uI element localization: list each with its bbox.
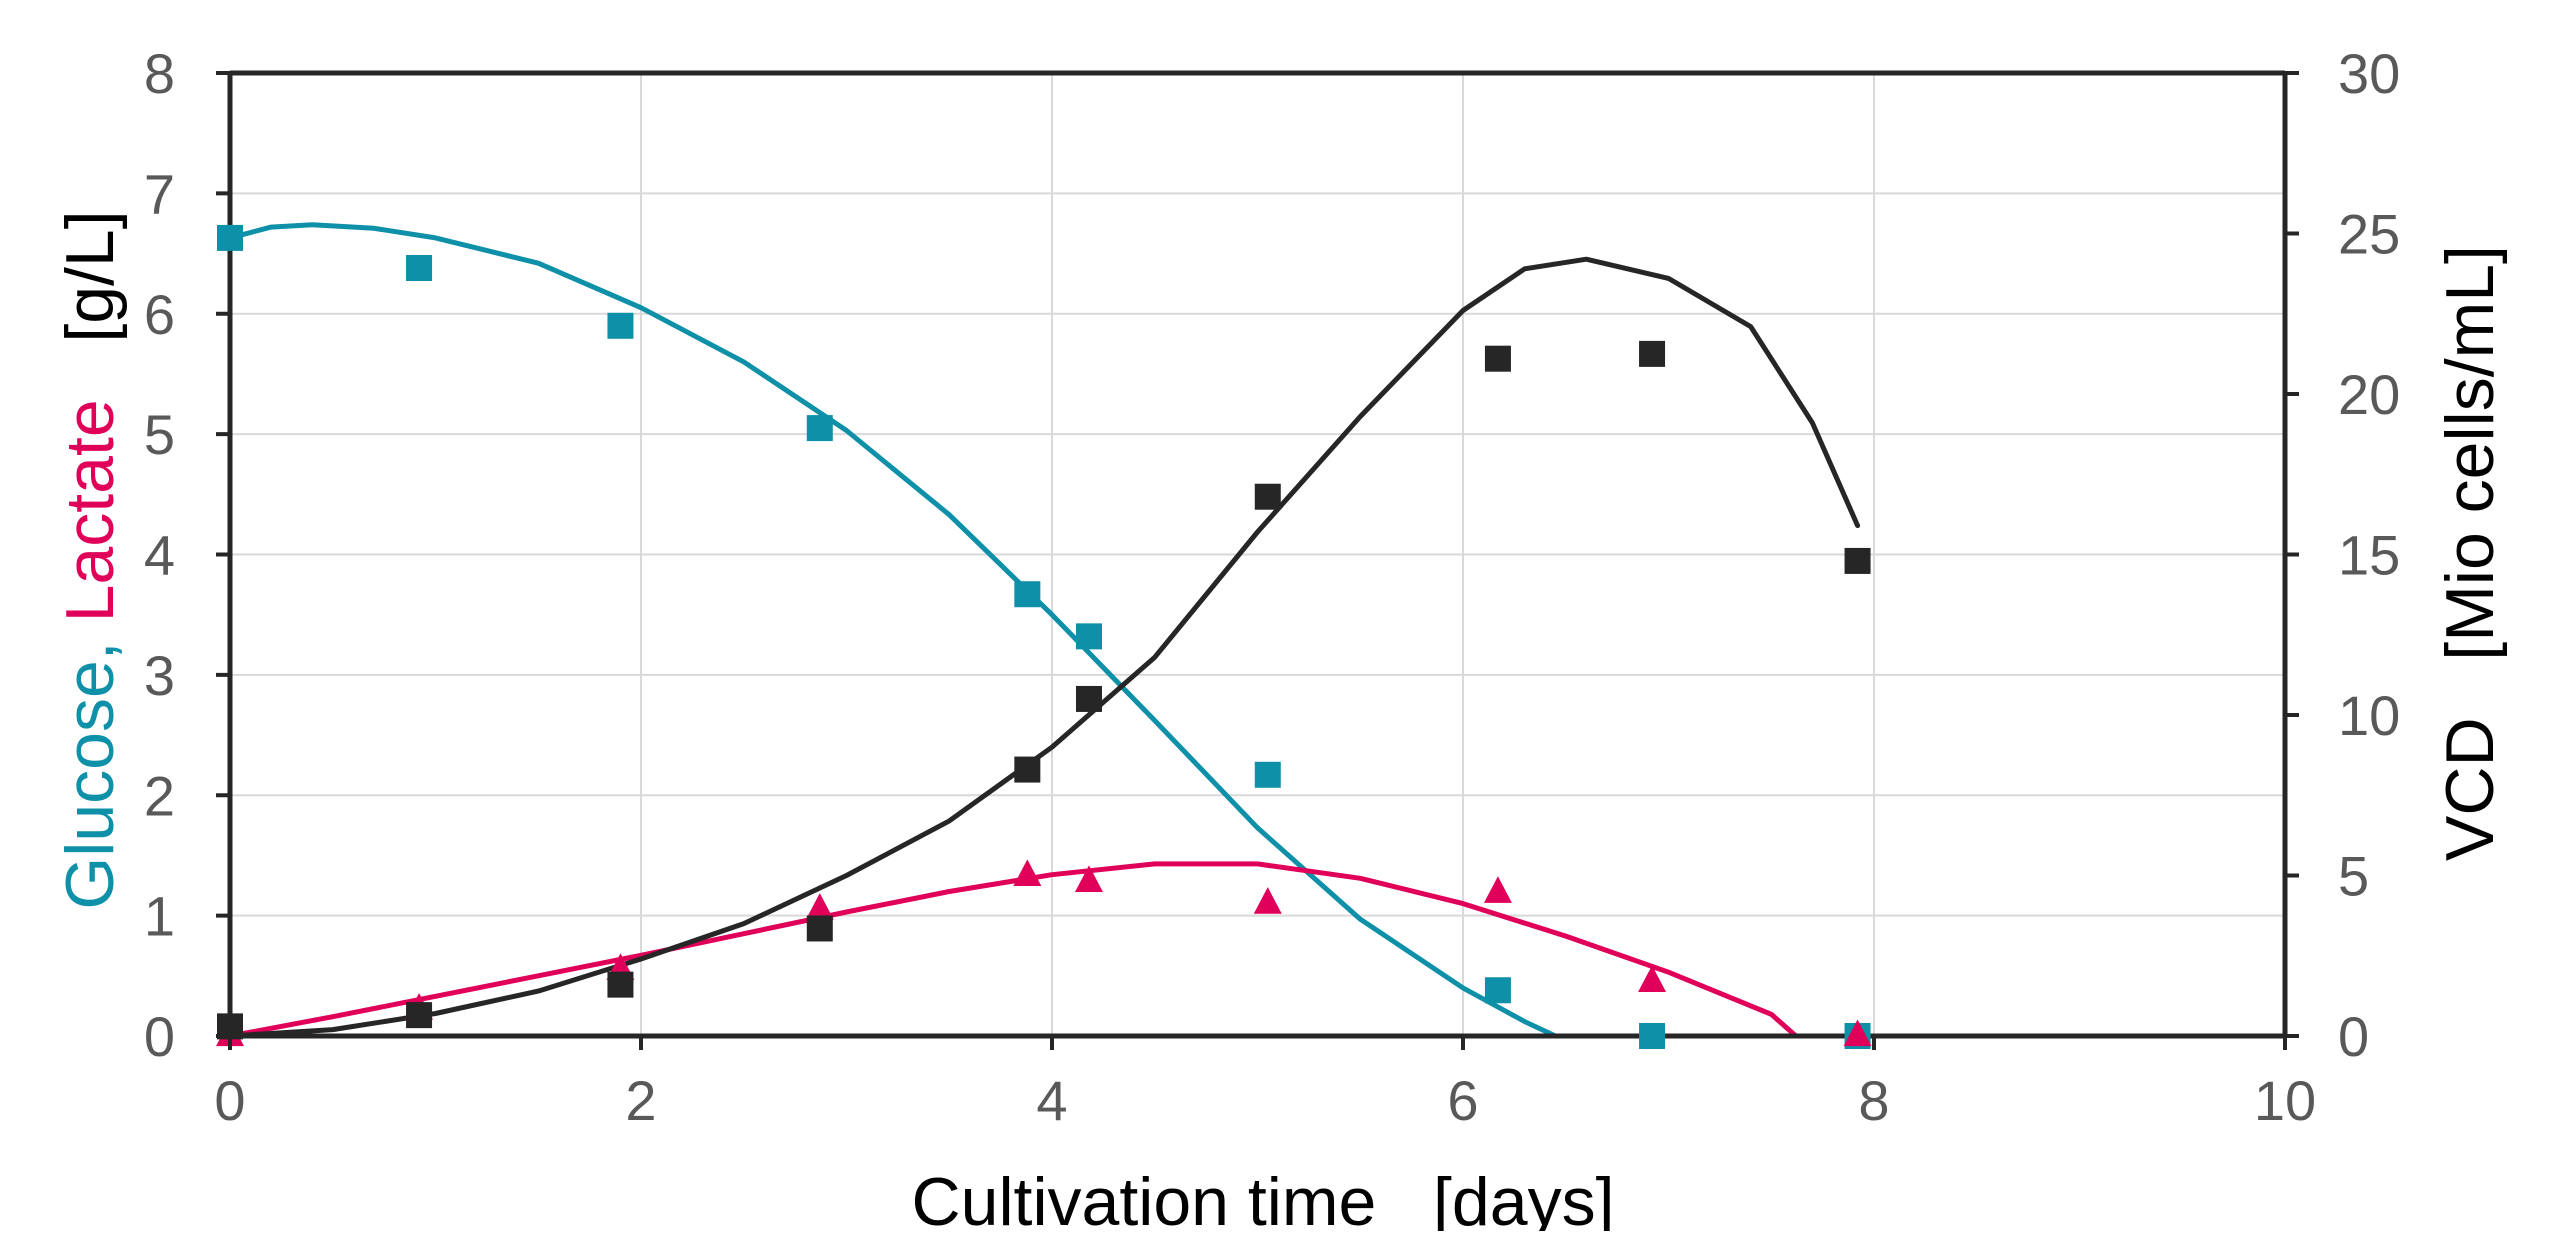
y-right-tick-label: 10 (2338, 684, 2400, 747)
series-1-point (1013, 859, 1042, 887)
series-0-point (217, 224, 243, 251)
series-1-point (1074, 865, 1103, 893)
series-2-point (806, 915, 833, 942)
series-2-point (1254, 483, 1281, 510)
y-left-tick-label: 6 (144, 283, 175, 346)
y-left-tick-label: 4 (144, 524, 175, 587)
tick-layer: 0 2 4 6 8 10 0 1 2 3 4 5 6 7 8 0 5 10 15 20 25 30 (144, 42, 2400, 1132)
series-0-point (1484, 977, 1511, 1004)
y-right-tick-label: 5 (2338, 845, 2369, 908)
y-left-tick-label: 1 (144, 885, 175, 948)
series-0-point (406, 255, 433, 282)
series-1-point (1843, 1019, 1872, 1047)
series-2-point (1639, 340, 1666, 367)
y-right-tick-label: 0 (2338, 1005, 2369, 1068)
series-2-point (1075, 685, 1102, 712)
series-0-point (1639, 1023, 1666, 1049)
x-axis-title: Cultivation time [days] (912, 1164, 1615, 1231)
series-2-point (406, 1002, 433, 1029)
y-left-tick-label: 5 (144, 403, 175, 466)
y-right-tick-label: 30 (2338, 42, 2400, 105)
y-left-axis-title: Glucose, Lactate [g/L] (52, 210, 128, 909)
series-1-fit-line (227, 861, 1861, 1039)
series-1-point (1253, 887, 1282, 914)
y-right-tick-label: 20 (2338, 363, 2400, 426)
x-tick-label: 8 (1858, 1069, 1889, 1132)
series-2-point (607, 971, 634, 998)
series-2-point (1844, 547, 1871, 574)
y-right-tick-label: 15 (2338, 524, 2400, 587)
x-tick-label: 4 (1036, 1069, 1067, 1132)
series-1-point (1638, 965, 1667, 992)
y-right-tick-label: 25 (2338, 203, 2400, 266)
y-left-tick-label: 8 (144, 42, 175, 105)
y-left-tick-label: 0 (144, 1005, 175, 1068)
series-2-point (1014, 756, 1041, 783)
y-left-tick-label: 7 (144, 162, 175, 225)
y-left-tick-label: 3 (144, 644, 175, 707)
y-left-axis-title-part-2: [g/L] (52, 210, 128, 399)
series-0-point (607, 312, 634, 339)
x-tick-label: 6 (1447, 1069, 1478, 1132)
series-0-point (806, 415, 833, 442)
series-1-point (1483, 876, 1512, 903)
x-tick-label: 2 (625, 1069, 656, 1132)
y-right-axis-title: VCD [Mio cells/mL] (2432, 245, 2508, 861)
grid-layer (230, 73, 2285, 1036)
series-0-point (1075, 623, 1102, 650)
series-0-point (1254, 761, 1281, 788)
y-left-axis-title-part-0: Glucose, (52, 622, 128, 909)
x-tick-label: 10 (2254, 1069, 2316, 1132)
fit-layer (227, 222, 1861, 1039)
series-0-fit-line (227, 222, 1861, 1039)
series-1-point (805, 893, 834, 920)
series-2-point (1484, 345, 1511, 372)
series-2-fit-line (227, 256, 1861, 1039)
x-tick-label: 0 (214, 1069, 245, 1132)
point-layer (216, 224, 1872, 1049)
y-left-axis-title-part-1: Lactate (52, 399, 128, 622)
y-left-tick-label: 2 (144, 764, 175, 827)
series-0-point (1014, 581, 1041, 608)
